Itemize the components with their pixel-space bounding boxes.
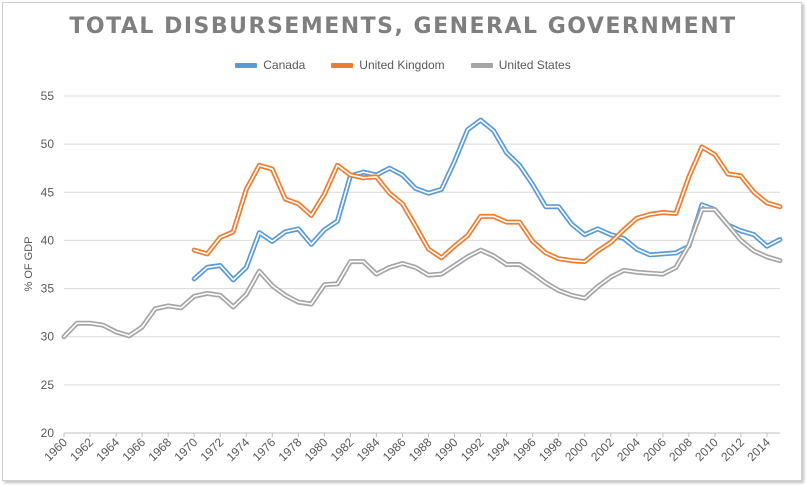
y-tick-label: 50 [41,137,55,151]
x-tick-label: 1968 [145,435,174,464]
series-line-united-states[interactable] [61,207,783,340]
x-tick-label: 1978 [276,435,305,464]
x-tick-label: 1976 [250,435,279,464]
gridlines [63,95,780,437]
y-tick-label: 20 [41,426,55,440]
legend-item-united-kingdom[interactable]: United Kingdom [331,58,445,72]
x-tick-label: 1998 [536,435,565,464]
x-tick-label: 1966 [119,435,148,464]
y-axis-ticks: 20 25 30 35 40 45 50 55 [41,89,55,440]
x-tick-label: 1992 [458,435,487,464]
x-tick-label: 2008 [666,435,695,464]
legend-item-canada[interactable]: Canada [235,58,305,72]
series-line-core-canada [193,119,781,281]
y-tick-label: 55 [41,89,55,103]
x-tick-label: 1970 [172,435,201,464]
x-tick-label: 2012 [718,435,747,464]
legend-label-united-states: United States [498,58,571,72]
y-tick-label: 30 [41,330,55,344]
y-tick-label: 25 [41,378,55,392]
legend-item-united-states[interactable]: United States [470,58,571,72]
x-tick-label: 1988 [406,435,435,464]
series-line-united-kingdom[interactable] [191,144,783,265]
x-tick-label: 1982 [328,435,357,464]
y-axis-label: % OF GDP [23,236,35,291]
x-tick-label: 2014 [744,435,773,464]
y-tick-label: 45 [41,185,55,199]
legend-swatch-canada [235,62,258,68]
x-tick-label: 1990 [432,435,461,464]
legend-swatch-united-states [470,62,493,68]
x-tick-label: 1972 [198,435,227,464]
y-tick-label: 35 [41,282,55,296]
x-axis-ticks: 1960196219641966196819701972197419761978… [41,435,773,464]
x-tick-label: 1996 [510,435,539,464]
legend-label-canada: Canada [263,58,306,72]
y-tick-label: 40 [41,233,55,247]
x-tick-label: 2004 [614,435,643,464]
chart-legend: Canada United Kingdom United States [0,58,806,72]
x-tick-label: 1964 [93,435,122,464]
x-tick-label: 1980 [302,435,331,464]
legend-swatch-united-kingdom [331,62,354,68]
series-lines [61,117,783,340]
series-line-core-united-states [63,208,781,338]
x-tick-label: 1962 [67,435,96,464]
x-tick-label: 2010 [692,435,721,464]
x-tick-label: 1974 [224,435,253,464]
x-tick-label: 2000 [562,435,591,464]
x-tick-label: 1994 [484,435,513,464]
series-line-core-united-kingdom [193,146,781,263]
x-tick-label: 2002 [588,435,617,464]
x-tick-label: 1984 [354,435,383,464]
legend-label-united-kingdom: United Kingdom [359,58,445,72]
chart-title: TOTAL DISBURSEMENTS, GENERAL GOVERNMENT [69,14,737,39]
x-tick-label: 1986 [380,435,409,464]
x-tick-label: 2006 [640,435,669,464]
